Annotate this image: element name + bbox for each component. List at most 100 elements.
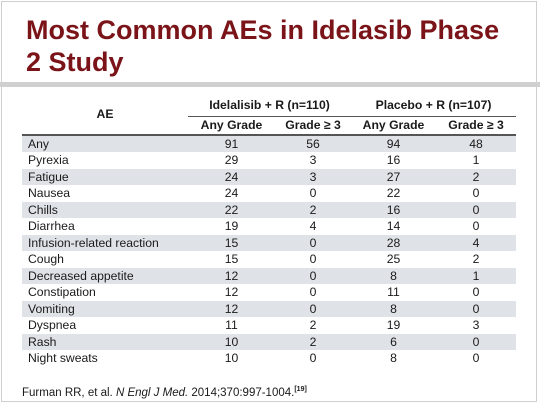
ae-name-cell: Any	[22, 134, 188, 152]
value-cell: 2	[309, 318, 317, 332]
value-cell: 28	[351, 234, 436, 251]
value-cell: 91	[188, 134, 275, 152]
table-row: Diarrhea 19 4 14 0	[22, 218, 516, 235]
ae-name-cell: Diarrhea	[28, 219, 75, 233]
value-cell: 8	[351, 267, 436, 284]
value-cell: 0	[309, 351, 317, 365]
value-cell: 3	[275, 168, 351, 185]
value-cell: 27	[351, 168, 436, 185]
value-cell: 0	[309, 186, 317, 200]
value-cell: 14	[386, 219, 401, 233]
ae-name-cell: Dyspnea	[28, 318, 77, 332]
value-cell: 4	[309, 219, 317, 233]
value-cell: 2	[436, 168, 516, 185]
table-row: Rash 10 2 6 0	[22, 333, 516, 350]
value-cell: 0	[275, 234, 351, 251]
value-cell: 11	[225, 318, 238, 332]
ae-name-cell: Nausea	[28, 186, 71, 200]
value-cell: 0	[309, 285, 317, 299]
value-cell: 0	[309, 252, 317, 266]
value-cell: 16	[351, 201, 436, 218]
footnote-citation: 2014;370:997-1004.	[188, 386, 295, 399]
value-cell: 29	[224, 153, 239, 167]
table-row: Night sweats 10 0 8 0	[22, 350, 516, 367]
slide-title: Most Common AEs in Idelasib Phase 2 Stud…	[26, 15, 500, 77]
placebo-grade3-header: Grade ≥ 3	[436, 116, 516, 136]
table-row: Infusion-related reaction 15 0 28 4	[22, 234, 516, 251]
value-cell: 4	[436, 234, 516, 251]
footnote-reference: [19]	[294, 386, 307, 393]
title-divider	[0, 82, 540, 87]
value-cell: 12	[224, 285, 239, 299]
idelalisib-any-grade-header: Any Grade	[188, 116, 275, 136]
value-cell: 94	[351, 134, 436, 152]
idelalisib-grade3-header: Grade ≥ 3	[275, 116, 351, 136]
table-row: Chills 22 2 16 0	[22, 201, 516, 218]
value-cell: 22	[386, 186, 401, 200]
value-cell: 3	[472, 318, 480, 332]
value-cell: 19	[224, 219, 239, 233]
value-cell: 8	[390, 351, 397, 365]
value-cell: 12	[188, 300, 275, 317]
value-cell: 1	[436, 267, 516, 284]
table-row: Cough 15 0 25 2	[22, 251, 516, 268]
value-cell: 0	[472, 285, 480, 299]
value-cell: 22	[188, 201, 275, 218]
value-cell: 48	[436, 134, 516, 152]
ae-name-cell: Vomiting	[22, 300, 188, 317]
ae-name-cell: Infusion-related reaction	[22, 234, 188, 251]
value-cell: 25	[386, 252, 401, 266]
value-cell: 0	[275, 300, 351, 317]
footnote: Furman RR, et al. N Engl J Med. 2014;370…	[22, 386, 307, 399]
footnote-authors: Furman RR, et al.	[22, 386, 116, 399]
idelalisib-group-header: Idelalisib + R (n=110)	[188, 94, 351, 117]
value-cell: 19	[386, 318, 401, 332]
value-cell: 15	[224, 252, 239, 266]
table-row: Vomiting 12 0 8 0	[22, 300, 516, 317]
value-cell: 10	[224, 351, 239, 365]
table-row: Decreased appetite 12 0 8 1	[22, 267, 516, 284]
value-cell: 0	[472, 351, 480, 365]
footnote-journal: N Engl J Med.	[115, 386, 189, 399]
table-row: Any 91 56 94 48	[22, 134, 516, 152]
value-cell: 16	[386, 153, 401, 167]
ae-name-cell: Decreased appetite	[22, 267, 188, 284]
value-cell: 6	[351, 333, 436, 350]
value-cell: 3	[309, 153, 317, 167]
ae-column-header: AE	[22, 94, 188, 136]
ae-name-cell: Chills	[22, 201, 188, 218]
placebo-group-header: Placebo + R (n=107)	[351, 94, 516, 117]
value-cell: 0	[472, 219, 480, 233]
ae-name-cell: Cough	[28, 252, 64, 266]
ae-name-cell: Rash	[22, 333, 188, 350]
value-cell: 0	[436, 300, 516, 317]
value-cell: 24	[188, 168, 275, 185]
placebo-any-grade-header: Any Grade	[351, 116, 436, 136]
ae-name-cell: Constipation	[28, 285, 96, 299]
value-cell: 8	[351, 300, 436, 317]
value-cell: 12	[188, 267, 275, 284]
value-cell: 2	[275, 201, 351, 218]
value-cell: 2	[275, 333, 351, 350]
table-row: Pyrexia 29 3 16 1	[22, 152, 516, 169]
value-cell: 24	[224, 186, 239, 200]
ae-name-cell: Night sweats	[28, 351, 98, 365]
table-row: Dyspnea 11 2 19 3	[22, 317, 516, 334]
value-cell: 2	[472, 252, 480, 266]
value-cell: 56	[275, 134, 351, 152]
value-cell: 0	[275, 267, 351, 284]
value-cell: 0	[472, 186, 480, 200]
table-row: Nausea 24 0 22 0	[22, 185, 516, 202]
value-cell: 0	[436, 333, 516, 350]
table-row: Fatigue 24 3 27 2	[22, 168, 516, 185]
adverse-events-table: AE Idelalisib + R (n=110) Placebo + R (n…	[22, 94, 516, 367]
ae-name-cell: Pyrexia	[28, 153, 69, 167]
value-cell: 10	[188, 333, 275, 350]
value-cell: 15	[188, 234, 275, 251]
value-cell: 11	[387, 285, 400, 299]
table-row: Constipation 12 0 11 0	[22, 284, 516, 301]
value-cell: 0	[436, 201, 516, 218]
value-cell: 1	[472, 153, 480, 167]
ae-name-cell: Fatigue	[22, 168, 188, 185]
